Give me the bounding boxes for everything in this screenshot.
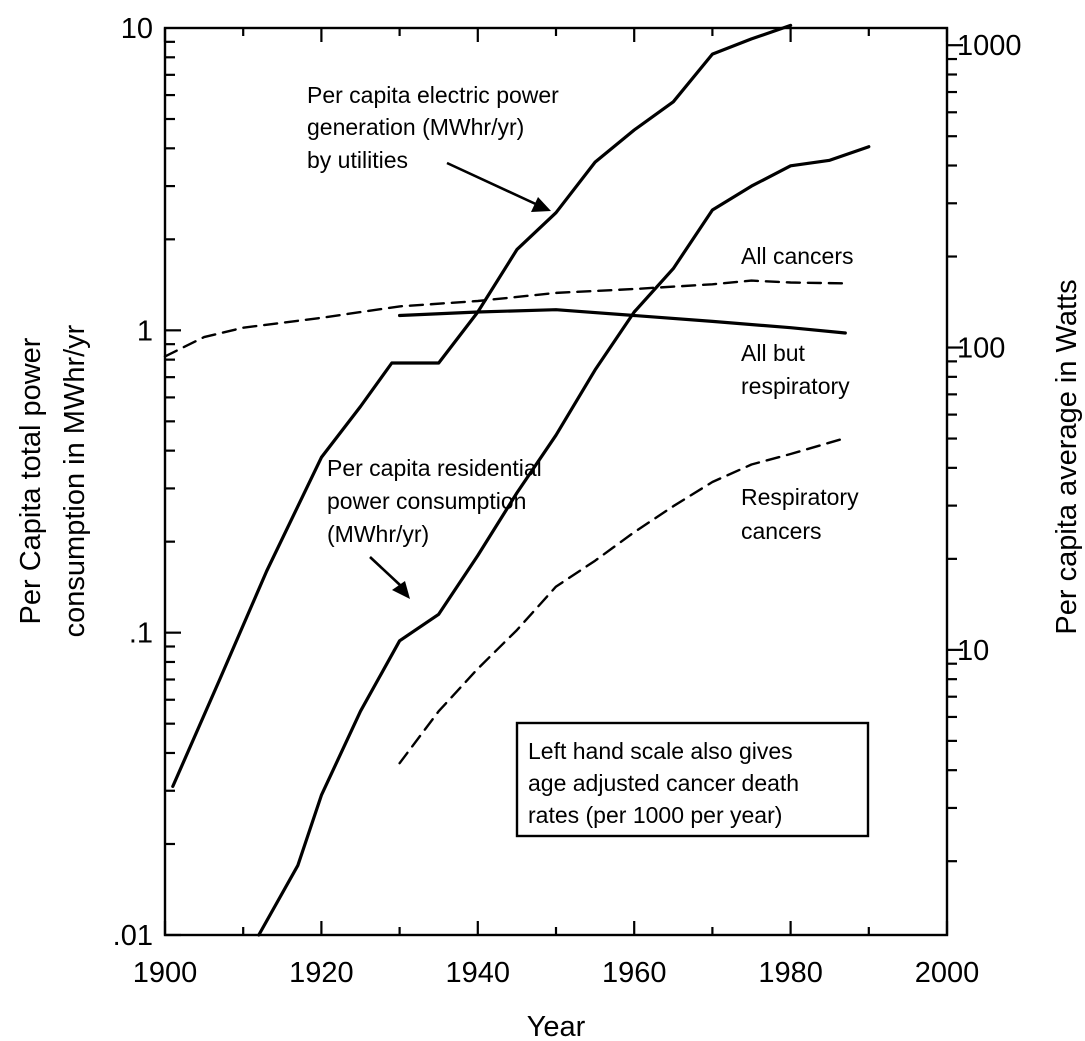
annotation-respiratory-line1: Respiratory — [741, 484, 859, 510]
axis-labels: 1900 1920 1940 1960 1980 2000 .01 .1 1 10 10 100 100… — [113, 13, 1022, 989]
axis-ticks — [163, 28, 963, 937]
series-line-4 — [163, 279, 847, 358]
x-tick-label: 1940 — [446, 957, 511, 989]
y-axis-title-right: Per capita average in Watts — [1051, 279, 1083, 634]
x-axis-title: Year — [527, 1011, 586, 1041]
series-lines — [163, 23, 871, 937]
y-left-tick-label: 1 — [137, 315, 153, 347]
annotation-electric-line2: generation (MWhr/yr) — [307, 114, 524, 140]
x-tick-label: 1920 — [289, 957, 354, 989]
note-box-line2: age adjusted cancer death — [528, 770, 799, 796]
annotation-residential-arrow — [369, 556, 401, 586]
annotation-respiratory: Respiratory cancers — [741, 484, 859, 544]
annotation-electric-line3: by utilities — [307, 147, 408, 173]
annotation-electric: Per capita electric power generation (MW… — [307, 82, 559, 212]
note-box: Left hand scale also gives age adjusted … — [515, 721, 870, 838]
y-axis-title-right-text: Per capita average in Watts — [1051, 279, 1083, 634]
note-box-line3: rates (per 1000 per year) — [528, 802, 782, 828]
x-tick-label: 1900 — [133, 957, 198, 989]
y-right-tick-label: 1000 — [957, 30, 1022, 62]
annotation-residential-line3: (MWhr/yr) — [327, 521, 429, 547]
x-tick-label: 2000 — [915, 957, 980, 989]
annotation-residential-line2: power consumption — [327, 488, 526, 514]
y-left-tick-label: .1 — [129, 618, 153, 650]
annotation-residential: Per capita residential power consumption… — [327, 455, 542, 599]
annotation-respiratory-line2: cancers — [741, 518, 822, 544]
x-tick-label: 1960 — [602, 957, 667, 989]
annotation-electric-arrowhead — [531, 197, 551, 212]
series-line-2 — [257, 145, 871, 937]
annotation-all-cancers: All cancers — [741, 243, 853, 269]
y-right-tick-label: 100 — [957, 333, 1005, 365]
y-left-tick-label: .01 — [113, 920, 153, 952]
annotation-residential-arrowhead — [392, 581, 410, 599]
note-box-frame — [515, 721, 870, 838]
x-tick-label: 1980 — [758, 957, 823, 989]
annotation-all-but-respiratory: All but respiratory — [741, 340, 850, 399]
y-right-tick-label: 10 — [957, 635, 989, 667]
annotation-all-but-respiratory-line1: All but — [741, 340, 806, 366]
y-axis-title-left: Per Capita total power consumption in MW… — [15, 324, 91, 637]
annotation-electric-arrow — [446, 161, 541, 208]
series-line-5 — [398, 436, 847, 765]
annotation-all-but-respiratory-line2: respiratory — [741, 373, 850, 399]
y-left-tick-label: 10 — [121, 13, 153, 45]
note-box-line1: Left hand scale also gives — [528, 738, 793, 764]
y-axis-title-left-line2: consumption in MWhr/yr — [59, 324, 91, 637]
annotation-residential-line1: Per capita residential — [327, 455, 542, 481]
y-axis-title-left-line1: Per Capita total power — [15, 337, 47, 624]
series-line-3 — [398, 308, 847, 335]
annotation-electric-line1: Per capita electric power — [307, 82, 559, 108]
series-line-1 — [171, 23, 793, 789]
